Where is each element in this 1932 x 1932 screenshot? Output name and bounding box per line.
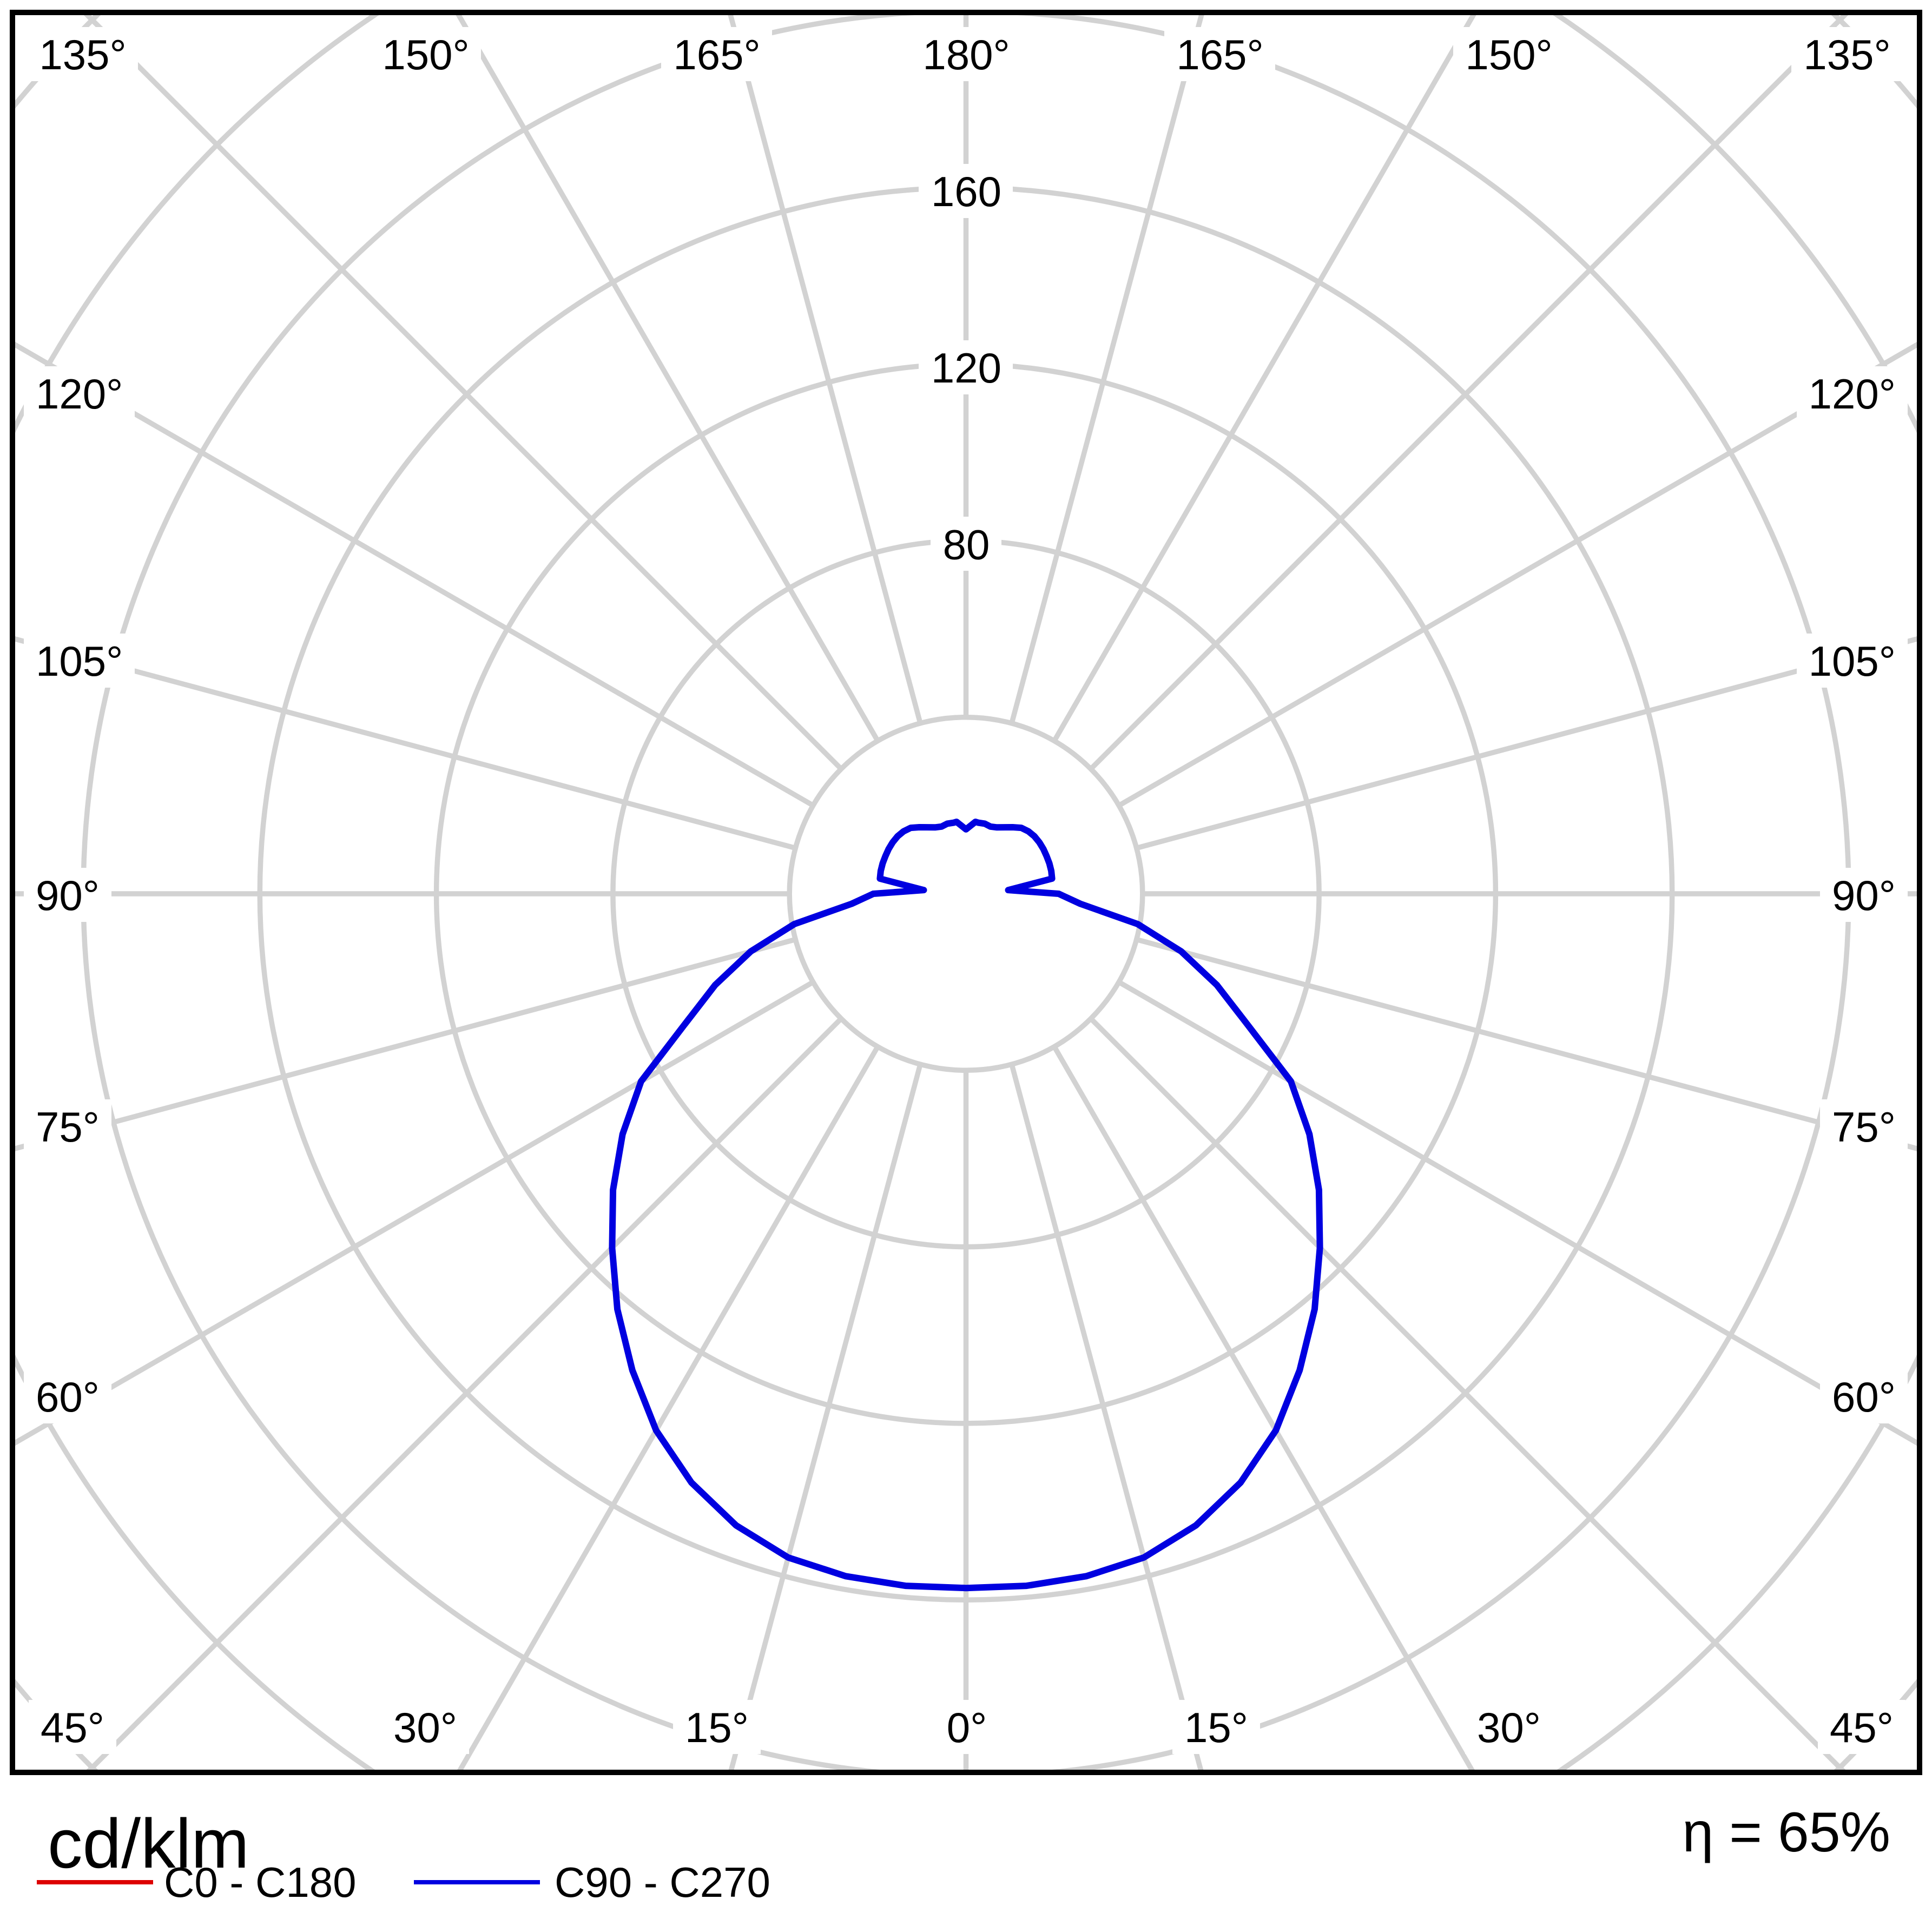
svg-text:150°: 150° (1465, 31, 1552, 78)
svg-text:150°: 150° (382, 31, 469, 78)
svg-text:45°: 45° (1830, 1704, 1894, 1751)
svg-text:60°: 60° (1832, 1373, 1896, 1421)
svg-text:160: 160 (931, 168, 1001, 215)
svg-text:0°: 0° (947, 1704, 987, 1751)
svg-text:90°: 90° (1832, 872, 1896, 919)
svg-text:105°: 105° (36, 637, 123, 685)
svg-text:180°: 180° (922, 31, 1010, 78)
svg-text:30°: 30° (393, 1704, 457, 1751)
svg-text:15°: 15° (1184, 1704, 1248, 1751)
svg-text:cd/klm: cd/klm (48, 1805, 249, 1883)
svg-text:45°: 45° (41, 1704, 104, 1751)
svg-text:135°: 135° (39, 31, 126, 78)
svg-text:120: 120 (931, 344, 1001, 392)
svg-text:165°: 165° (1176, 31, 1263, 78)
svg-text:120°: 120° (36, 370, 123, 418)
svg-text:75°: 75° (1832, 1103, 1896, 1151)
svg-text:15°: 15° (685, 1704, 749, 1751)
svg-text:165°: 165° (673, 31, 760, 78)
svg-text:90°: 90° (36, 872, 100, 919)
svg-text:135°: 135° (1803, 31, 1890, 78)
svg-text:80: 80 (943, 521, 990, 569)
svg-text:30°: 30° (1477, 1704, 1541, 1751)
svg-text:105°: 105° (1809, 637, 1896, 685)
svg-text:η = 65%: η = 65% (1682, 1801, 1890, 1864)
svg-text:60°: 60° (36, 1373, 100, 1421)
svg-text:75°: 75° (36, 1103, 100, 1151)
svg-text:120°: 120° (1809, 370, 1896, 418)
svg-text:C0 - C180: C0 - C180 (164, 1858, 357, 1906)
svg-text:C90 - C270: C90 - C270 (555, 1858, 770, 1906)
